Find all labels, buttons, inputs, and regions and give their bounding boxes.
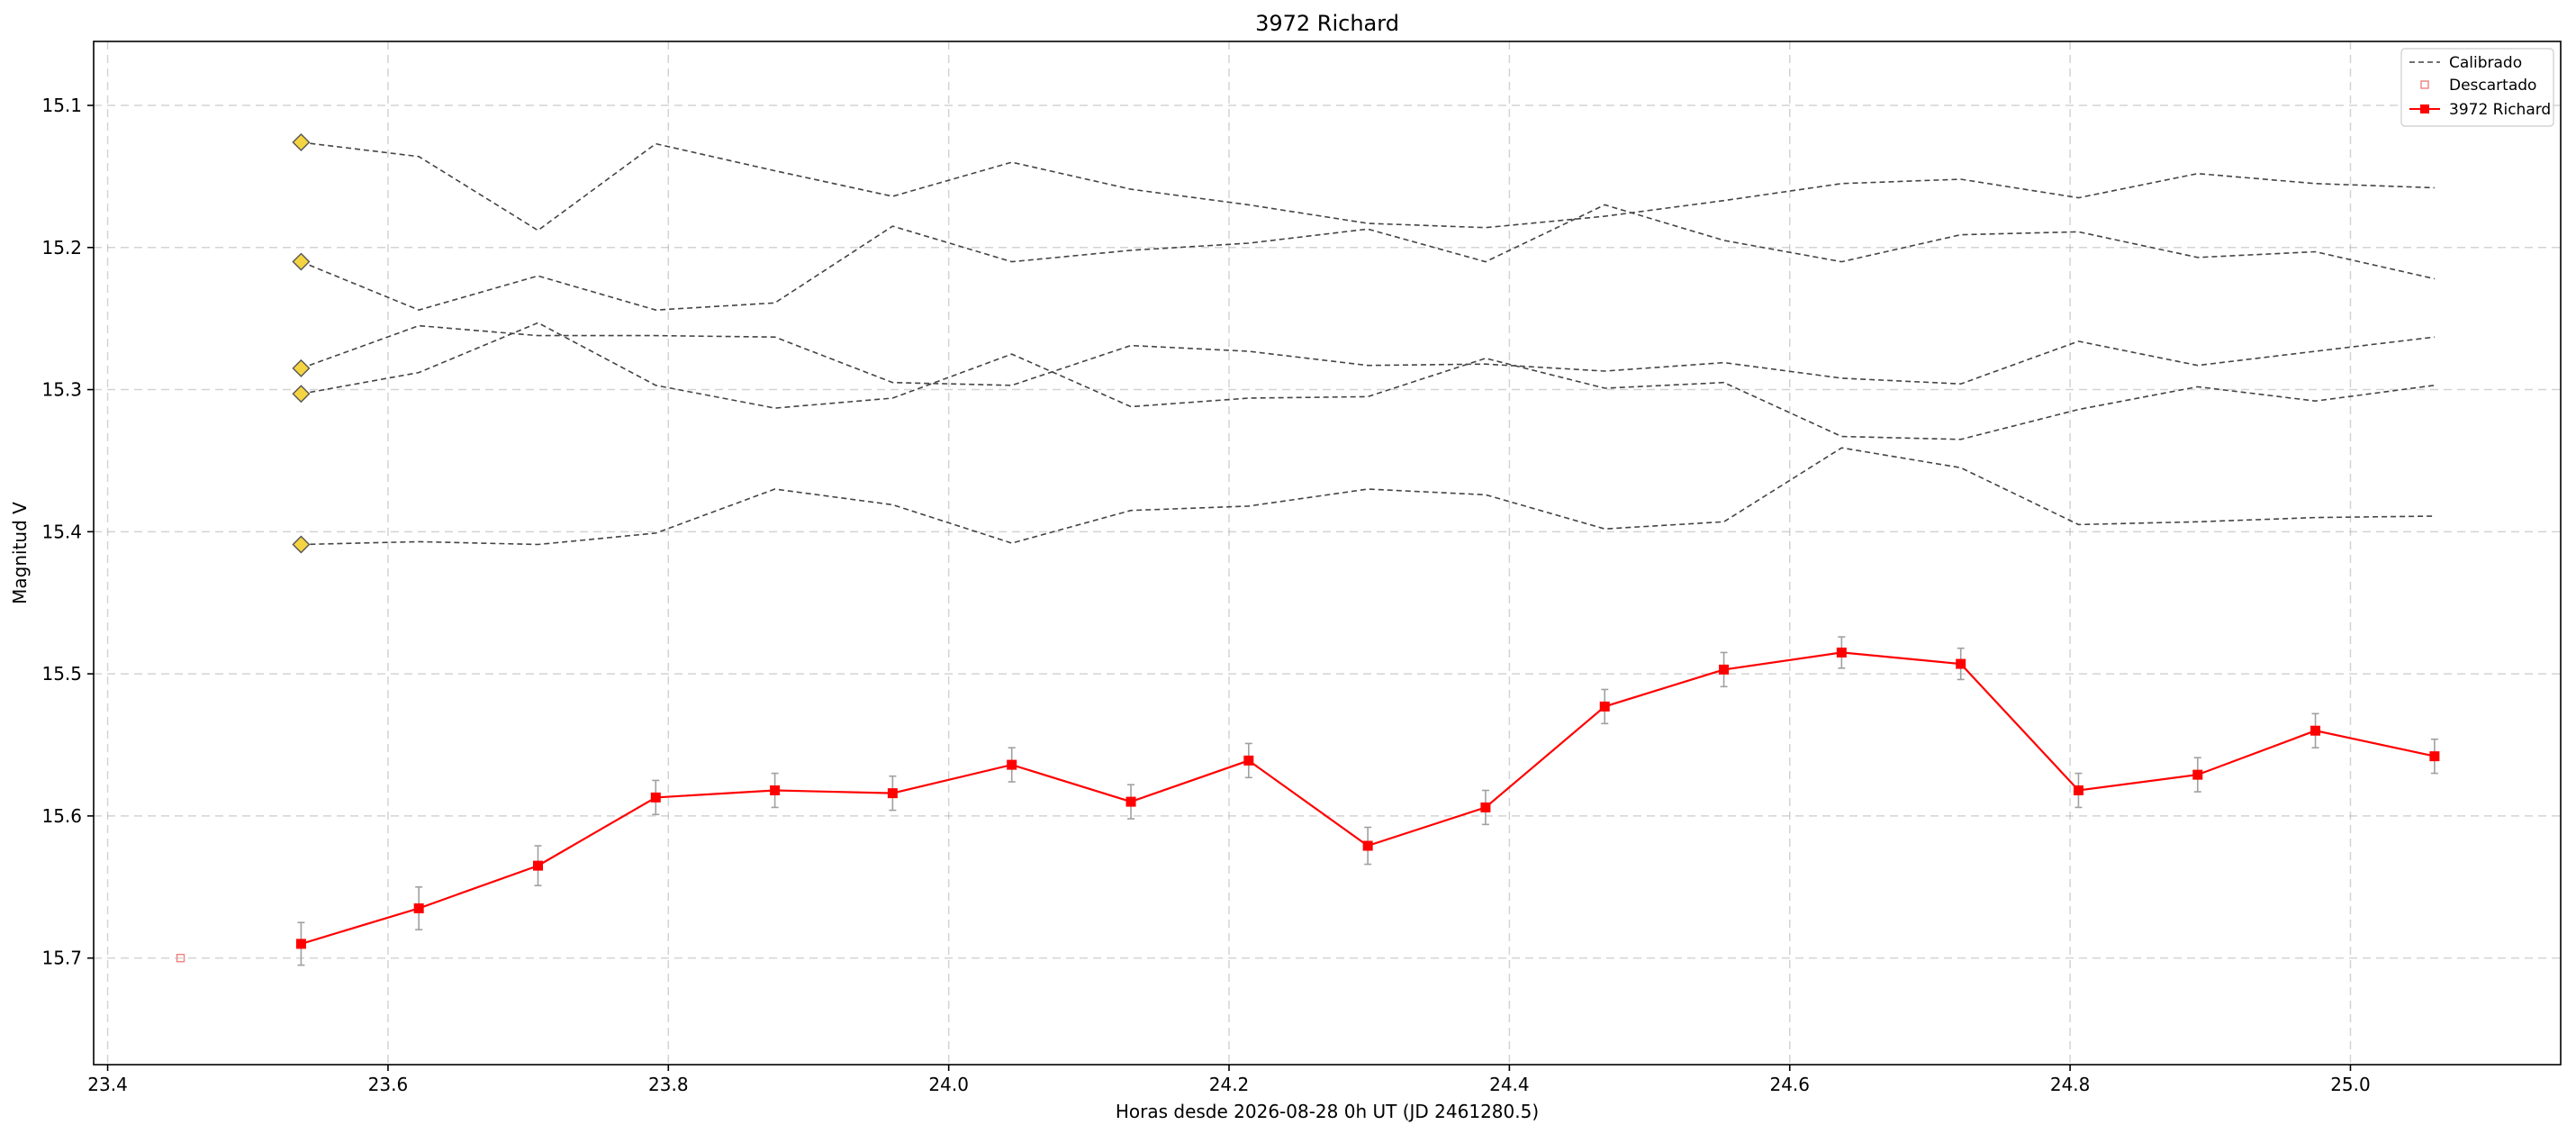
legend-target-label: 3972 Richard (2449, 101, 2551, 119)
y-tick-label: 15.2 (41, 237, 82, 259)
target-data-point (2192, 769, 2203, 780)
reference-star-markers (292, 133, 311, 554)
x-tick-label: 24.0 (928, 1074, 969, 1095)
target-data-point (1007, 759, 1017, 770)
legend-discarded-label: Descartado (2449, 77, 2536, 95)
target-data-point (1599, 701, 1610, 712)
y-axis-label: Magnitud V (9, 502, 31, 604)
target-data-point (1719, 664, 1730, 675)
x-tick-label: 25.0 (2330, 1074, 2371, 1095)
target-data-point (295, 939, 306, 949)
calibration-line (301, 322, 2436, 440)
discarded-point (176, 953, 185, 963)
target-data-point (1836, 647, 1847, 658)
target-data-point (770, 785, 781, 795)
reference-star-marker (292, 535, 311, 554)
target-series (295, 647, 2440, 949)
x-tick-label: 23.6 (368, 1074, 409, 1095)
y-tick-label: 15.4 (41, 521, 82, 542)
x-axis-label: Horas desde 2026-08-28 0h UT (JD 2461280… (1116, 1101, 1539, 1122)
target-data-point (2310, 725, 2321, 736)
reference-star-marker (292, 133, 311, 152)
discarded-points (176, 953, 185, 963)
target-data-point (1243, 755, 1254, 766)
chart-title: 3972 Richard (1255, 11, 1399, 36)
y-tick-label: 15.1 (41, 95, 82, 116)
target-data-point (2073, 785, 2083, 795)
target-data-point (2429, 751, 2440, 762)
calibration-line (301, 204, 2436, 312)
calibration-line (301, 324, 2435, 386)
x-tick-label: 24.2 (1209, 1074, 1250, 1095)
plot-frame (93, 41, 2562, 1066)
calibration-lines (301, 141, 2436, 546)
target-data-point (413, 903, 424, 913)
legend-calibrated-label: Calibrado (2449, 54, 2522, 72)
legend-discarded-swatch (2420, 80, 2429, 89)
target-data-point (650, 792, 661, 803)
legend-target-swatch-marker (2420, 104, 2429, 113)
reference-star-marker (292, 358, 311, 377)
calibration-line (301, 447, 2435, 546)
x-tick-label: 23.4 (87, 1074, 128, 1095)
axis-ticks: 23.4 23.6 23.8 24.0 24.2 24.4 24.6 24.8 25.0 15.1… (41, 95, 2370, 1095)
target-data-point (1362, 840, 1373, 851)
target-data-point (1125, 796, 1136, 807)
y-tick-label: 15.6 (41, 805, 82, 827)
target-data-point (1956, 658, 1966, 669)
y-tick-label: 15.7 (41, 948, 82, 969)
legend: Calibrado Descartado 3972 Richard (2400, 48, 2554, 127)
legend-box (2400, 48, 2554, 127)
calibration-line (301, 141, 2435, 231)
y-tick-label: 15.3 (41, 379, 82, 401)
target-data-point (1480, 802, 1491, 812)
x-tick-label: 24.8 (2050, 1074, 2091, 1095)
reference-star-marker (292, 385, 311, 404)
reference-star-marker (292, 252, 311, 271)
target-data-point (887, 788, 898, 799)
x-tick-label: 24.4 (1489, 1074, 1530, 1095)
x-tick-label: 24.6 (1769, 1074, 1810, 1095)
y-tick-label: 15.5 (41, 663, 82, 685)
target-data-point (533, 860, 544, 871)
x-tick-label: 23.8 (648, 1074, 689, 1095)
